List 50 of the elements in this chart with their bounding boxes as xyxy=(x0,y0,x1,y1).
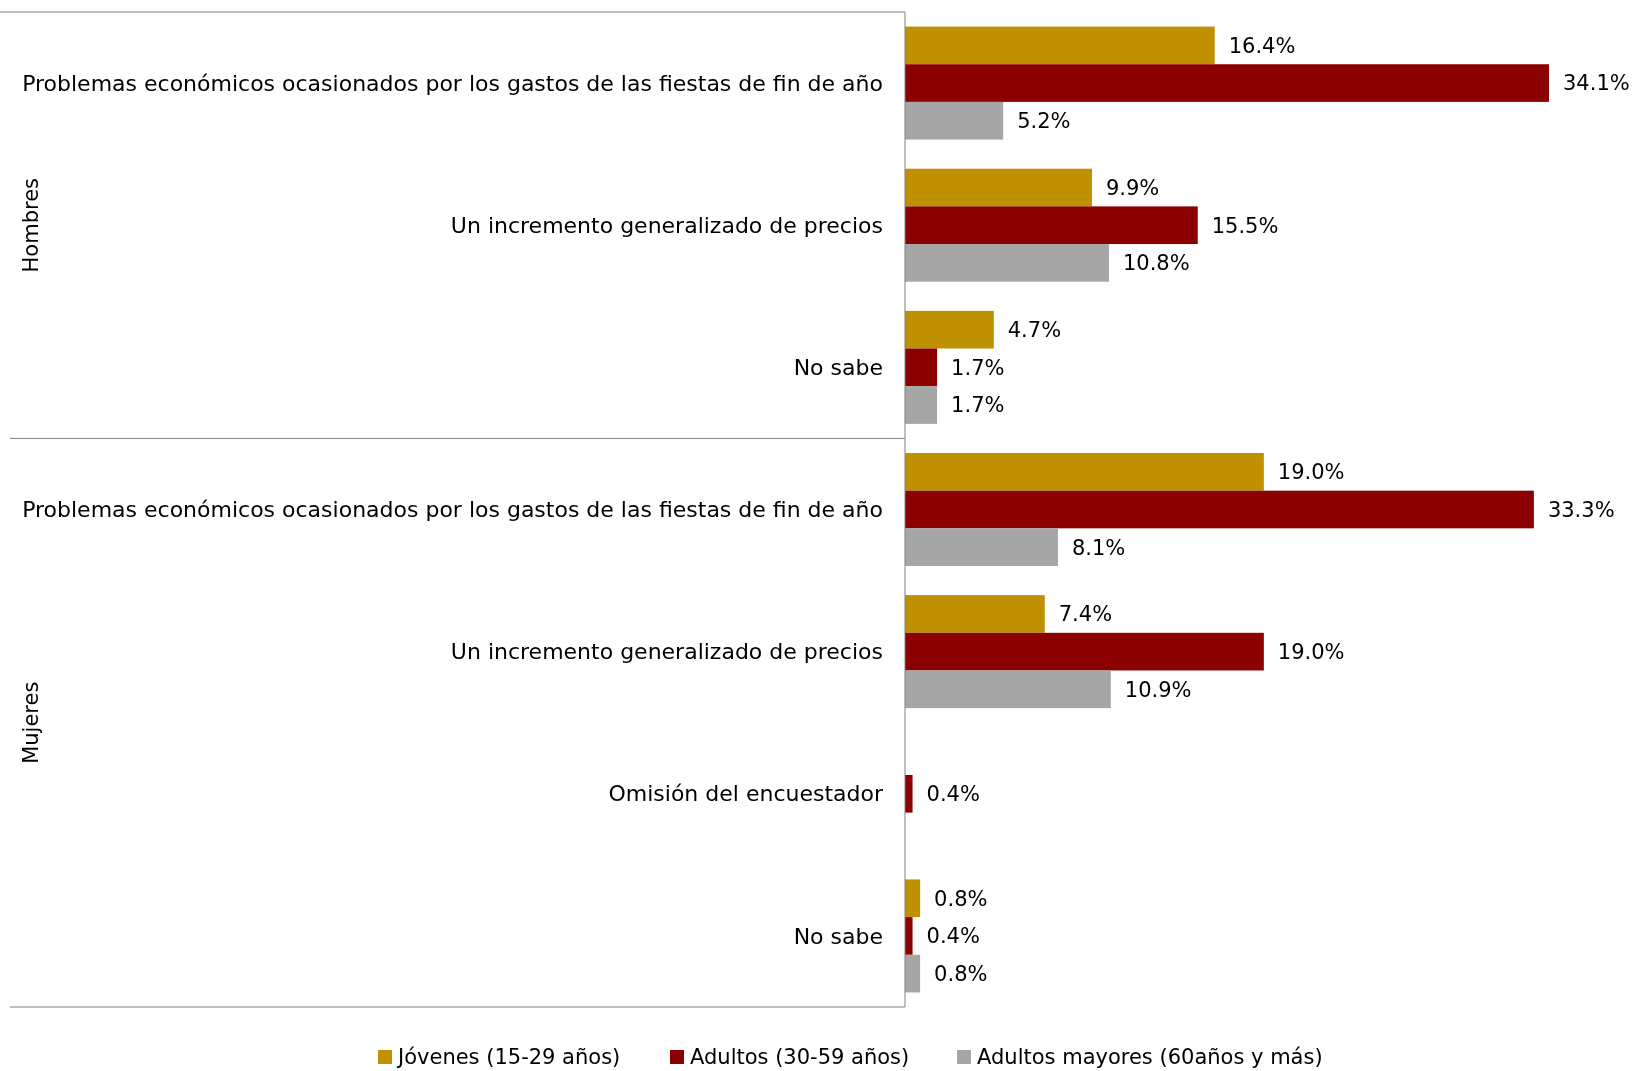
data-label: 16.4% xyxy=(1228,33,1296,58)
bar xyxy=(905,528,1058,566)
data-label: 34.1% xyxy=(1563,71,1630,96)
legend-label: Jóvenes (15-29 años) xyxy=(396,1045,621,1070)
data-label: 4.7% xyxy=(1007,318,1062,343)
data-label: 0.8% xyxy=(934,886,988,911)
y-tick-label: Un incremento generalizado de precios xyxy=(450,639,883,665)
bar xyxy=(905,917,913,955)
data-label: 15.5% xyxy=(1211,213,1279,238)
data-label: 9.9% xyxy=(1105,175,1160,200)
data-label: 10.9% xyxy=(1124,677,1192,702)
bar xyxy=(905,954,921,993)
data-label: 0.8% xyxy=(934,961,988,986)
bar xyxy=(905,244,1109,282)
bar xyxy=(905,168,1092,207)
bar xyxy=(905,310,994,349)
data-label: 8.1% xyxy=(1071,535,1126,560)
text: Mujeres xyxy=(19,681,43,764)
data-label: 19.0% xyxy=(1277,460,1345,485)
bar xyxy=(905,348,938,387)
y-tick-label: No sabe xyxy=(793,923,883,949)
data-label: 33.3% xyxy=(1547,497,1615,522)
bar xyxy=(905,386,938,424)
y-tick-label: Problemas económicos ocasionados por los gastos de las fiestas de fin de año xyxy=(22,497,883,523)
data-label: 7.4% xyxy=(1058,602,1113,627)
bar xyxy=(905,26,1215,65)
data-label: 10.8% xyxy=(1122,251,1190,276)
bar xyxy=(905,490,1534,529)
y-tick-label: Problemas económicos ocasionados por los gastos de las fiestas de fin de año xyxy=(22,70,883,96)
legend-label: Adultos mayores (60años y más) xyxy=(977,1045,1323,1070)
bar xyxy=(905,774,913,813)
data-label: 5.2% xyxy=(1017,109,1071,134)
data-label: 1.7% xyxy=(951,355,1005,380)
bar xyxy=(905,64,1549,102)
y-tick-label: Omisión del encuestador xyxy=(608,781,884,807)
data-label: 1.7% xyxy=(951,393,1005,418)
bar xyxy=(905,101,1004,140)
y-tick-label: No sabe xyxy=(793,355,883,381)
data-label: 0.4% xyxy=(926,782,980,807)
y-tick-label: Un incremento generalizado de precios xyxy=(450,212,883,238)
bar xyxy=(905,595,1045,633)
bar xyxy=(905,453,1264,491)
data-label: 0.4% xyxy=(926,924,980,949)
data-label: 19.0% xyxy=(1277,639,1345,664)
bar xyxy=(905,206,1198,245)
legend-label: Adultos (30-59 años) xyxy=(690,1045,910,1070)
bar xyxy=(905,632,1264,671)
text: Hombres xyxy=(19,177,43,273)
bar xyxy=(905,670,1111,709)
bar xyxy=(905,879,921,918)
